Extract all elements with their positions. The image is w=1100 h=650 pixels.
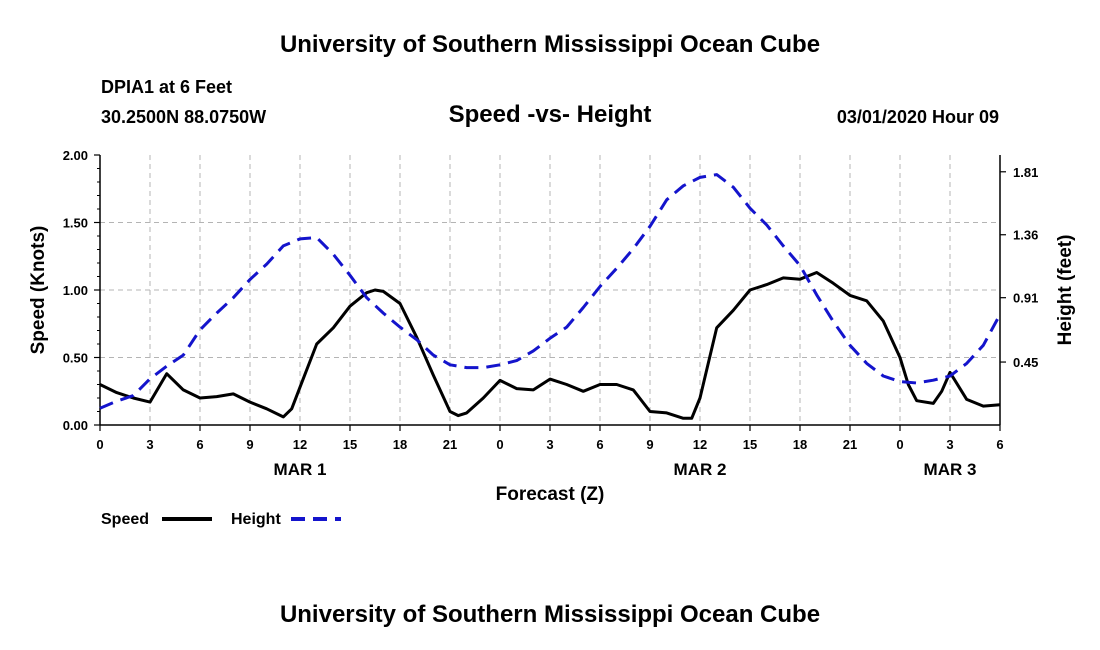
x-tick-label: 9: [646, 437, 653, 452]
x-tick-label: 3: [146, 437, 153, 452]
chart-subtitle: Speed -vs- Height: [448, 101, 652, 128]
y2-tick-label: 0.91: [1013, 291, 1038, 306]
x-tick-label: 0: [496, 437, 503, 452]
x-tick-label: 12: [293, 437, 307, 452]
x-tick-label: 6: [996, 437, 1003, 452]
y-tick-label: 0.50: [63, 351, 88, 366]
day-label: MAR 2: [674, 460, 727, 479]
speed-series-line: [99, 271, 1001, 420]
y-tick-label: 1.00: [63, 283, 88, 298]
day-label: MAR 3: [924, 460, 977, 479]
x-tick-label: 3: [546, 437, 553, 452]
y-tick-label: 0.00: [63, 418, 88, 433]
coordinates-label: 30.2500N 88.0750W: [101, 107, 267, 127]
x-axis-title: Forecast (Z): [496, 484, 605, 505]
legend-label-height: Height: [231, 511, 281, 528]
x-tick-label: 18: [793, 437, 807, 452]
y-tick-label: 1.50: [63, 216, 88, 231]
x-tick-label: 6: [596, 437, 603, 452]
legend-label-speed: Speed: [101, 511, 149, 528]
x-tick-label: 21: [843, 437, 857, 452]
day-label: MAR 1: [274, 460, 327, 479]
x-tick-label: 0: [896, 437, 903, 452]
x-tick-label: 12: [693, 437, 707, 452]
x-tick-label: 6: [196, 437, 203, 452]
x-tick-label: 21: [443, 437, 457, 452]
y2-axis-title: Height (feet): [1055, 235, 1076, 346]
station-label: DPIA1 at 6 Feet: [101, 77, 233, 97]
x-tick-label: 18: [393, 437, 407, 452]
y2-tick-label: 0.45: [1013, 355, 1038, 370]
y2-tick-label: 1.36: [1013, 228, 1038, 243]
x-tick-label: 3: [946, 437, 953, 452]
forecast-datetime: 03/01/2020 Hour 09: [836, 107, 999, 127]
x-tick-label: 15: [743, 437, 757, 452]
footer-title: University of Southern Mississippi Ocean…: [279, 601, 821, 628]
y-tick-label: 2.00: [63, 148, 88, 163]
height-series-line: [99, 173, 1002, 410]
y2-tick-label: 1.81: [1013, 165, 1038, 180]
x-tick-label: 15: [343, 437, 357, 452]
page-title: University of Southern Mississippi Ocean…: [279, 31, 821, 58]
y-axis-title: Speed (Knots): [28, 226, 49, 355]
x-tick-label: 9: [246, 437, 253, 452]
x-tick-label: 0: [96, 437, 103, 452]
